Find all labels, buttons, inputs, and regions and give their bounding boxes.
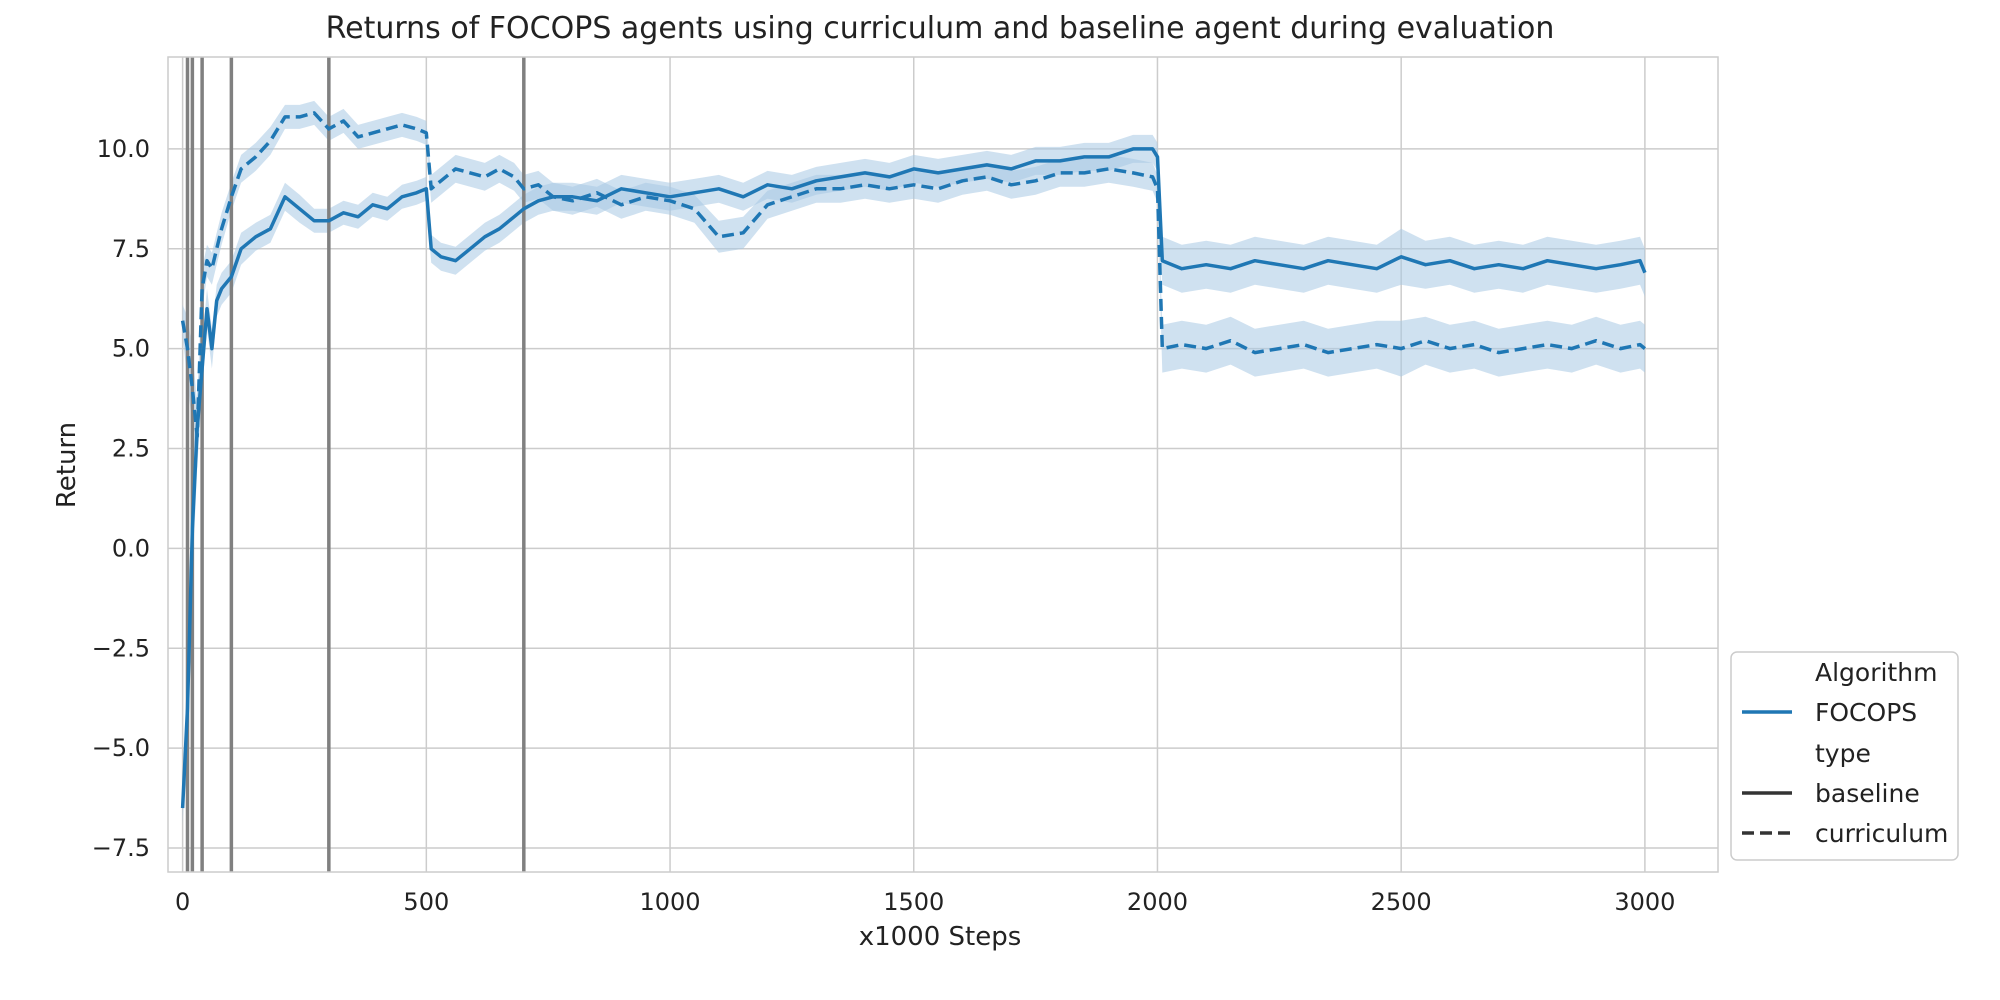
plot-frame <box>167 56 1719 873</box>
x-tick-label: 2000 <box>1127 888 1188 916</box>
legend-style-title: type <box>1815 739 1871 768</box>
x-tick-label: 500 <box>403 888 449 916</box>
chart-title: Returns of FOCOPS agents using curriculu… <box>326 11 1555 46</box>
y-tick-label: 0.0 <box>112 534 150 562</box>
legend-hue-entry: FOCOPS <box>1815 698 1917 727</box>
y-tick-label: 2.5 <box>112 435 150 463</box>
legend-box <box>1730 651 1959 861</box>
x-tick-label: 3000 <box>1614 888 1675 916</box>
plot-border <box>167 56 1719 873</box>
legend-style-curriculum: curriculum <box>1815 819 1948 848</box>
series-line-curriculum <box>180 111 1647 439</box>
x-tick-labels: 0 500 1000 1500 2000 2500 3000 <box>175 888 1675 916</box>
legend-style-baseline: baseline <box>1815 779 1920 808</box>
y-tick-label: −2.5 <box>92 634 150 662</box>
x-tick-label: 1500 <box>883 888 944 916</box>
series-line-baseline <box>180 147 1647 809</box>
x-axis-label: x1000 Steps <box>859 922 1022 952</box>
x-tick-label: 2500 <box>1371 888 1432 916</box>
legend: Algorithm FOCOPS type baseline curriculu… <box>1730 651 1959 861</box>
y-axis-label: Return <box>52 422 82 508</box>
y-tick-label: 10.0 <box>97 135 150 163</box>
series-lines <box>180 111 1647 809</box>
y-tick-label: 7.5 <box>112 235 150 263</box>
y-tick-labels: −7.5 −5.0 −2.5 0.0 2.5 5.0 7.5 10.0 <box>92 135 150 862</box>
x-tick-label: 1000 <box>640 888 701 916</box>
legend-hue-title: Algorithm <box>1815 658 1937 687</box>
x-tick-label: 0 <box>175 888 190 916</box>
y-tick-label: −7.5 <box>92 834 150 862</box>
y-tick-label: −5.0 <box>92 734 150 762</box>
y-tick-label: 5.0 <box>112 335 150 363</box>
